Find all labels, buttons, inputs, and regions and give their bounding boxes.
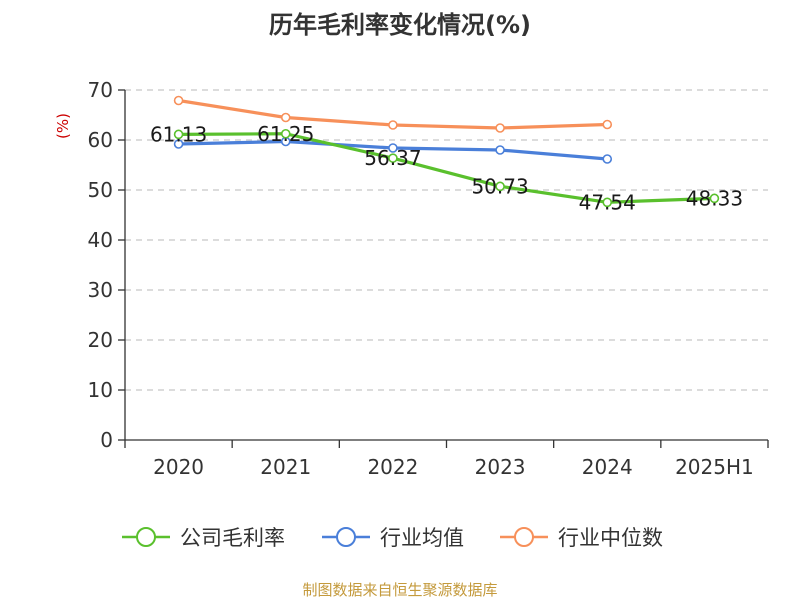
y-tick-label: 10: [88, 378, 113, 402]
data-label: 56.37: [364, 146, 421, 170]
data-point: [388, 120, 398, 130]
source-note: 制图数据来自恒生聚源数据库: [302, 581, 497, 599]
data-point: [709, 193, 720, 204]
data-point: [602, 197, 613, 208]
data-point: [495, 145, 505, 155]
y-tick-label: 60: [88, 128, 113, 152]
data-point: [173, 139, 184, 149]
legend-item: 行业中位数: [500, 526, 663, 550]
legend-marker: [514, 527, 534, 547]
y-tick-label: 50: [88, 178, 113, 202]
data-point: [495, 181, 505, 192]
axes: 0 10 20 30 40 50 60 70 2020 2021 2022 2023 2024 2025H…: [88, 78, 769, 479]
y-tick-label: 20: [88, 328, 113, 352]
series-layer: 61.13 61.25 56.37 50.73 47.54 48.33: [150, 95, 743, 214]
x-tick-label: 2020: [153, 455, 204, 479]
data-point: [280, 112, 291, 123]
data-label: 47.54: [579, 190, 636, 214]
grid-lines: [125, 89, 768, 391]
series-2: [173, 95, 613, 133]
x-tick-label: 2021: [260, 455, 311, 479]
legend-label: 行业均值: [380, 526, 464, 550]
y-axis-unit-label: (%): [54, 113, 72, 139]
x-tick-label: 2023: [475, 455, 526, 479]
legend-item: 公司毛利率: [122, 526, 285, 550]
y-tick-label: 30: [88, 278, 113, 302]
data-label: 48.33: [686, 186, 743, 210]
data-point: [388, 143, 398, 153]
data-point: [173, 129, 184, 140]
data-point: [280, 128, 291, 139]
y-tick-label: 0: [100, 428, 113, 452]
legend-label: 公司毛利率: [180, 526, 285, 550]
legend: 公司毛利率 行业均值 行业中位数: [122, 526, 663, 550]
y-tick-label: 70: [88, 78, 113, 102]
legend-label: 行业中位数: [558, 526, 663, 550]
chart-title: 历年毛利率变化情况(%): [269, 11, 531, 39]
data-point: [173, 95, 184, 106]
data-label: 61.25: [257, 122, 314, 146]
legend-marker: [136, 527, 156, 547]
data-point: [602, 154, 613, 164]
x-tick-label: 2022: [367, 455, 418, 479]
data-label: 50.73: [471, 174, 528, 198]
data-point: [602, 119, 613, 130]
x-tick-label: 2025H1: [675, 455, 754, 479]
legend-item: 行业均值: [322, 526, 464, 550]
data-point: [495, 123, 505, 133]
series-0: [173, 128, 720, 208]
legend-marker: [336, 527, 356, 547]
y-tick-label: 40: [88, 228, 113, 252]
data-label: 61.13: [150, 122, 207, 146]
x-tick-label: 2024: [582, 455, 633, 479]
series-line: [178, 132, 715, 204]
data-point: [388, 153, 398, 163]
series-1: [173, 136, 613, 164]
